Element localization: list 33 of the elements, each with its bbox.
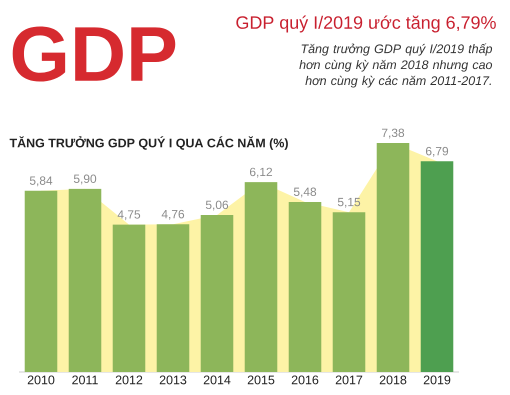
bar bbox=[156, 224, 190, 372]
data-label: 5,06 bbox=[206, 200, 228, 210]
bar bbox=[68, 188, 102, 372]
x-tick-label: 2012 bbox=[116, 376, 142, 384]
bar bbox=[200, 214, 234, 372]
bar bbox=[420, 161, 454, 372]
x-tick-label: 2017 bbox=[336, 376, 362, 384]
bar bbox=[376, 142, 410, 372]
x-tick-label: 2016 bbox=[292, 376, 318, 384]
data-label: 5,84 bbox=[30, 176, 52, 186]
chart-subtitle: Tăng trưởng GDP quý I/2019 thấp hơn cùng kỳ năm 2018 nhưng cao hơn cùng kỳ các năm 2011-2017. bbox=[299, 44, 492, 88]
x-tick-label: 2010 bbox=[28, 376, 54, 384]
bar bbox=[112, 224, 146, 372]
bar bbox=[288, 202, 322, 372]
x-tick-label: 2014 bbox=[204, 376, 230, 384]
x-tick-label: 2013 bbox=[160, 376, 186, 384]
data-label: 5,90 bbox=[74, 174, 96, 184]
chart-title: GDP quý I/2019 ước tăng 6,79% bbox=[236, 16, 496, 32]
data-label: 4,76 bbox=[162, 210, 184, 220]
bar bbox=[244, 182, 278, 372]
bar bbox=[332, 212, 366, 372]
x-tick-label: 2011 bbox=[72, 376, 98, 384]
x-tick-label: 2018 bbox=[380, 376, 406, 384]
text: GDP bbox=[12, 26, 176, 82]
data-label: 5,48 bbox=[294, 188, 316, 198]
data-label: 6,79 bbox=[426, 146, 448, 157]
x-tick-label: 2015 bbox=[248, 376, 274, 384]
data-label: 4,75 bbox=[118, 210, 140, 220]
annotation: TĂNG TRƯỞNG GDP QUÝ I QUA CÁC NĂM (%) bbox=[10, 136, 288, 150]
data-label: 7,38 bbox=[382, 128, 404, 138]
bar bbox=[24, 190, 58, 372]
data-label: 6,12 bbox=[250, 168, 272, 178]
x-tick-label: 2019 bbox=[424, 376, 450, 384]
